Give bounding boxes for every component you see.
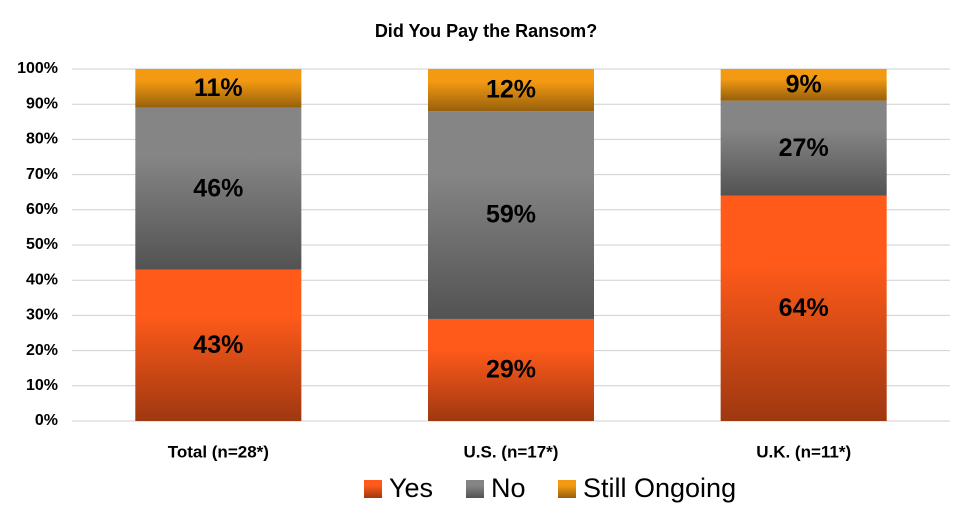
value-label: 59% [486, 201, 536, 229]
y-tick-label: 30% [26, 307, 58, 324]
value-label: 29% [486, 356, 536, 384]
y-tick-label: 20% [26, 342, 58, 359]
y-tick-label: 100% [17, 60, 58, 77]
x-tick-label: U.K. (n=11*) [756, 442, 851, 461]
y-tick-label: 40% [26, 271, 58, 288]
value-label: 9% [786, 70, 822, 98]
value-label: 11% [194, 74, 243, 102]
legend-label: Yes [389, 473, 433, 503]
legend-label: No [491, 473, 526, 503]
value-label: 64% [779, 294, 829, 322]
legend-swatch-shade [466, 480, 484, 498]
y-tick-label: 0% [35, 412, 58, 429]
chart-title: Did You Pay the Ransom? [375, 21, 597, 41]
value-label: 12% [486, 76, 536, 104]
y-tick-label: 80% [26, 131, 58, 148]
legend-label: Still Ongoing [583, 473, 736, 503]
value-label: 46% [193, 174, 243, 202]
legend-swatch-shade [558, 480, 576, 498]
legend-swatch-shade [364, 480, 382, 498]
value-label: 43% [193, 331, 243, 359]
x-tick-label: U.S. (n=17*) [464, 442, 559, 461]
y-tick-label: 10% [26, 377, 58, 394]
y-tick-label: 90% [26, 95, 58, 112]
x-tick-label: Total (n=28*) [168, 442, 269, 461]
value-label: 27% [779, 134, 829, 162]
y-tick-label: 60% [26, 201, 58, 218]
y-tick-label: 70% [26, 166, 58, 183]
y-tick-label: 50% [26, 236, 58, 253]
